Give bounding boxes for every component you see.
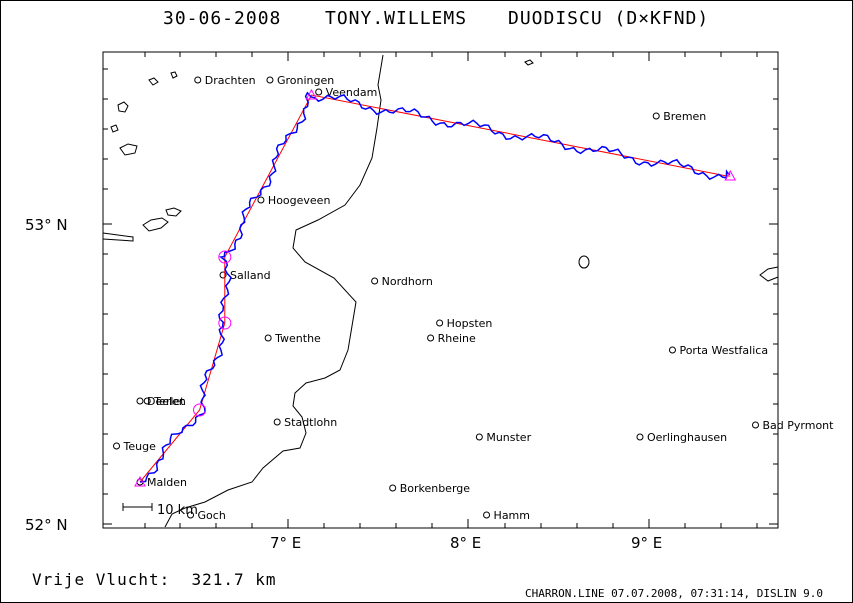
place-marker: Hopsten <box>436 317 493 330</box>
waypoint-triangle <box>724 169 737 181</box>
place-label: Salland <box>230 269 271 282</box>
place-dot <box>219 271 227 279</box>
place-dot <box>389 484 397 492</box>
lon-label-7: 7° E <box>270 534 301 552</box>
place-label: Hopsten <box>447 317 493 330</box>
place-label: Stadtlohn <box>284 416 337 429</box>
place-label: Malden <box>147 476 187 489</box>
place-dot <box>668 346 676 354</box>
place-label: Drachten <box>205 74 256 87</box>
place-label: Teuge <box>123 440 157 453</box>
distance-value: 321.7 km <box>191 570 277 589</box>
place-dot <box>194 76 202 84</box>
place-dot <box>427 334 435 342</box>
lon-label-9: 9° E <box>631 534 662 552</box>
place-dot <box>113 442 121 450</box>
country-border <box>164 54 384 528</box>
scale-bar: 10 km <box>122 503 198 518</box>
place-marker: Drachten <box>194 74 256 87</box>
task-route <box>139 94 731 483</box>
place-label: Rheine <box>438 332 476 345</box>
place-dot <box>315 88 323 96</box>
place-marker: Borkenberge <box>389 482 471 495</box>
scale-label: 10 km <box>157 503 198 518</box>
place-marker: Oerlinghausen <box>636 431 727 444</box>
tick-marks <box>103 52 778 528</box>
place-marker: Munster <box>475 431 532 444</box>
place-label: Terlet <box>153 395 185 408</box>
place-dot <box>483 511 491 519</box>
distance-label: Vrije Vlucht: <box>32 570 171 589</box>
place-marker: Hamm <box>483 509 530 522</box>
place-dot <box>257 196 265 204</box>
place-label: Twenthe <box>274 332 321 345</box>
place-dot <box>266 76 274 84</box>
turnpoints-layer <box>134 88 737 487</box>
credit-line: CHARRON.LINE 07.07.2008, 07:31:14, DISLI… <box>524 587 823 600</box>
flight-track <box>139 91 731 483</box>
place-label: Bremen <box>663 110 706 123</box>
place-label: Munster <box>486 431 531 444</box>
place-label: Nordhorn <box>382 275 433 288</box>
place-marker: Deelen <box>136 395 186 408</box>
turnpoint-circle <box>218 316 232 330</box>
place-label: Groningen <box>277 74 334 87</box>
border-outlines <box>102 54 779 528</box>
lon-label-8: 8° E <box>450 534 481 552</box>
distance-summary: Vrije Vlucht: 321.7 km <box>32 570 277 589</box>
pilot-name: TONY.WILLEMS <box>325 8 468 29</box>
map-border <box>102 51 779 529</box>
waypoint-triangle <box>305 88 318 100</box>
lat-label-52: 52° N <box>25 516 68 534</box>
place-marker: Nordhorn <box>371 275 433 288</box>
place-marker: Stadtlohn <box>273 416 337 429</box>
place-label: Deelen <box>147 395 186 408</box>
place-dot <box>636 433 644 441</box>
place-label: Hoogeveen <box>268 194 331 207</box>
place-label: Bad Pyrmont <box>762 419 834 432</box>
place-dot <box>371 277 379 285</box>
place-label: Veendam <box>326 86 378 99</box>
place-marker: Malden <box>136 476 187 489</box>
place-dot <box>475 433 483 441</box>
place-label: Borkenberge <box>400 482 471 495</box>
place-marker: Bad Pyrmont <box>751 419 834 432</box>
place-dot <box>273 418 281 426</box>
place-marker: Rheine <box>427 332 476 345</box>
waypoint-triangle <box>134 475 146 487</box>
place-marker: Salland <box>219 269 271 282</box>
place-marker: Terlet <box>143 395 185 408</box>
place-marker: Hoogeveen <box>257 194 331 207</box>
place-dot <box>143 397 151 405</box>
place-marker: Porta Westfalica <box>668 344 768 357</box>
place-dot <box>264 334 272 342</box>
place-marker: Teuge <box>113 440 157 453</box>
place-dot <box>136 397 144 405</box>
glider-name: DUODISCU (D×KFND) <box>508 8 710 29</box>
place-label: Goch <box>198 509 226 522</box>
place-marker: Groningen <box>266 74 334 87</box>
axis-labels: 53° N 52° N 7° E 8° E 9° E <box>25 216 662 552</box>
island-shapes <box>110 59 779 282</box>
place-marker: Goch <box>187 509 226 522</box>
place-dot <box>436 319 444 327</box>
lat-label-53: 53° N <box>25 216 68 234</box>
place-marker: Twenthe <box>264 332 321 345</box>
place-label: Oerlinghausen <box>647 431 727 444</box>
place-marker: Veendam <box>315 86 378 99</box>
place-dot <box>187 511 195 519</box>
place-dot <box>751 421 759 429</box>
place-dot <box>652 112 660 120</box>
turnpoint-circle <box>193 403 207 417</box>
place-label: Porta Westfalica <box>679 344 768 357</box>
turnpoint-circle <box>218 250 232 264</box>
flight-date: 30-06-2008 <box>163 8 282 29</box>
place-marker: Bremen <box>652 110 706 123</box>
coast-line <box>102 232 134 242</box>
place-label: Hamm <box>494 509 530 522</box>
